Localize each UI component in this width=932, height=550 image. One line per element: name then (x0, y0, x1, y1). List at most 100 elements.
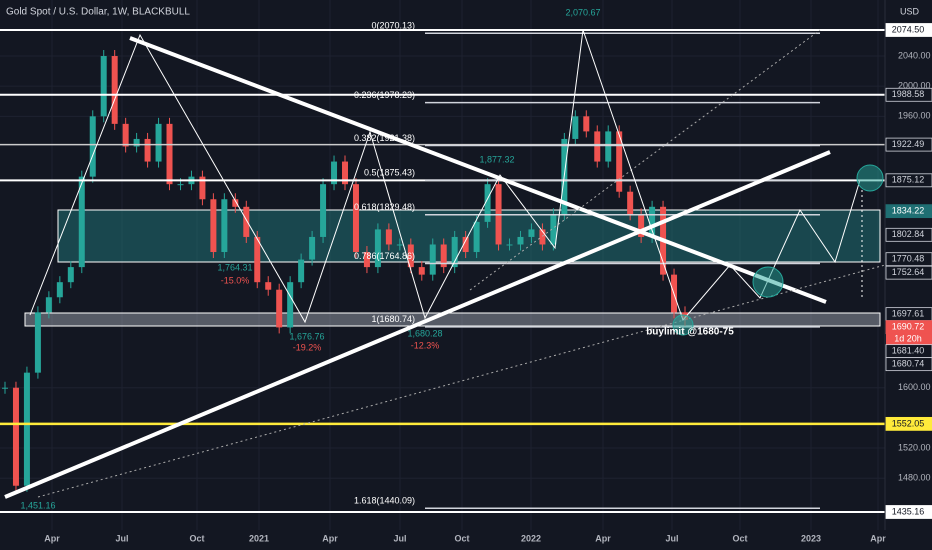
candle (144, 138, 151, 162)
candle (177, 184, 184, 186)
candle (605, 131, 612, 162)
candle (111, 56, 118, 124)
annotation: 1,764.31 (217, 262, 252, 272)
candle (232, 199, 239, 207)
price-badge (885, 252, 932, 267)
annotation: buylimit @1680-75 (646, 327, 734, 338)
y-tick-label: 2000.00 (898, 81, 931, 91)
x-tick-label: Jul (665, 533, 678, 543)
price-badge-label: 1681.40 (892, 346, 925, 356)
price-badge (885, 227, 932, 242)
price-badge-label: 1802.84 (892, 229, 925, 239)
candle (34, 312, 41, 373)
price-badge (885, 265, 932, 280)
candle (396, 244, 403, 246)
candle (254, 236, 261, 283)
price-badge (885, 137, 932, 152)
zone (57, 209, 881, 263)
annotation: 1,451.16 (20, 500, 55, 510)
y-tick-label: 1520.00 (898, 442, 931, 452)
drawings (0, 29, 886, 513)
candle (528, 229, 535, 237)
price-badge-label: 2074.50 (892, 24, 925, 34)
grid (0, 0, 885, 530)
candle (100, 56, 107, 117)
price-badge (885, 416, 932, 431)
price-badge-label: 1834.22 (892, 206, 925, 216)
annotation: 2,070.67 (565, 7, 600, 17)
candle (550, 214, 557, 245)
y-tick-label: 1480.00 (898, 473, 931, 483)
candle (298, 259, 305, 283)
currency: USD (900, 6, 920, 16)
x-tick-label: Jul (393, 533, 406, 543)
candle (342, 161, 348, 185)
fib-label: 0.5(1875.43) (364, 167, 415, 177)
candle (23, 372, 30, 486)
annotation: -12.3% (411, 340, 440, 350)
target-circle (856, 164, 884, 192)
x-tick-label: Apr (870, 533, 886, 543)
candle (429, 244, 436, 275)
trend-line (37, 264, 886, 498)
candle (2, 387, 8, 389)
candle (462, 236, 469, 253)
candle (385, 229, 392, 245)
candle (133, 138, 140, 147)
price-badge-label: 1435.16 (892, 506, 925, 516)
price-badge (885, 357, 932, 372)
candle (440, 244, 447, 268)
price-badge-label: 1680.74 (892, 359, 925, 369)
candle (166, 123, 173, 185)
x-tick-label: Jul (115, 533, 128, 543)
price-badge-label: 1770.48 (892, 254, 925, 264)
annotation: 1,676.76 (289, 331, 324, 341)
candle (320, 184, 327, 237)
price-badge (885, 23, 932, 37)
trend-line (129, 36, 827, 304)
candle (374, 229, 381, 268)
candle (67, 267, 74, 283)
annotation: -19.2% (293, 342, 322, 352)
candle (12, 387, 19, 486)
candle (451, 236, 458, 268)
candle (122, 123, 129, 147)
fib-label: 0.236(1978.23) (354, 90, 415, 100)
candle (56, 282, 63, 298)
annotation: 1,877.32 (479, 154, 514, 164)
price-badge (885, 173, 932, 188)
y-tick-label: 1600.00 (898, 382, 931, 392)
price-badge (885, 505, 932, 519)
fib-label: 0.382(1921.38) (354, 133, 415, 143)
candle (638, 214, 645, 237)
candle (484, 184, 491, 222)
candle (473, 221, 480, 253)
fib-label: 1(1680.74) (371, 314, 415, 324)
fib-label: 0(2070.13) (371, 21, 415, 31)
candle (199, 176, 206, 200)
price-badge-label: 1752.64 (892, 267, 925, 277)
price-badge-label: 1552.05 (892, 418, 925, 428)
zigzag (29, 29, 861, 324)
candle (221, 199, 228, 253)
candle (265, 282, 272, 290)
candle (45, 297, 52, 313)
candle (243, 206, 250, 237)
y-tick-label: 2040.00 (898, 50, 931, 60)
target-circle (672, 314, 694, 336)
y-tick-label: 1960.00 (898, 111, 931, 121)
candle (276, 289, 283, 328)
price-badge (885, 204, 932, 219)
x-tick-label: 2023 (801, 533, 821, 543)
candle (89, 116, 96, 177)
candle (506, 244, 513, 246)
candle (418, 267, 425, 275)
price-badge-label: 1875.12 (892, 175, 925, 185)
x-tick-label: 2022 (521, 533, 541, 543)
x-tick-label: Oct (454, 533, 469, 543)
x-tick-label: 2021 (249, 533, 269, 543)
candle (352, 184, 359, 253)
trend-line (4, 150, 831, 499)
